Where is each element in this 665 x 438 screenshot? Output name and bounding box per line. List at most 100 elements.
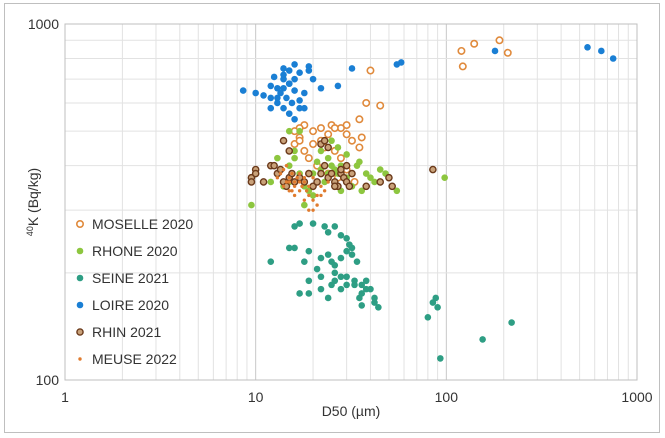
data-point-rhone-2020 xyxy=(274,154,281,162)
data-point-loire-2020 xyxy=(334,82,342,90)
legend-marker-rhin-2021 xyxy=(76,328,84,336)
data-point-seine-2021 xyxy=(324,251,332,258)
y-axis-label-text: K (Bq/kg) xyxy=(25,168,41,226)
data-point-rhone-2020 xyxy=(267,178,275,186)
data-point-meuse-2022 xyxy=(311,208,315,212)
data-point-meuse-2022 xyxy=(292,193,297,198)
data-point-moselle-2020 xyxy=(309,140,318,149)
data-point-loire-2020 xyxy=(301,104,308,112)
data-point-loire-2020 xyxy=(598,47,605,55)
plot-border xyxy=(64,23,638,381)
data-point-seine-2021 xyxy=(371,299,378,306)
data-point-loire-2020 xyxy=(291,87,298,94)
legend-marker-loire-2020 xyxy=(76,301,84,309)
data-point-seine-2021 xyxy=(309,220,317,227)
data-point-loire-2020 xyxy=(285,67,293,74)
data-point-rhone-2020 xyxy=(291,154,298,162)
data-point-meuse-2022 xyxy=(307,208,311,212)
legend-label-meuse-2022: MEUSE 2022 xyxy=(92,351,177,367)
data-point-meuse-2022 xyxy=(302,180,307,184)
data-point-rhin-2021 xyxy=(342,161,351,170)
data-point-rhone-2020 xyxy=(358,187,366,195)
legend-label-rhone-2020: RHONE 2020 xyxy=(92,243,178,259)
data-point-moselle-2020 xyxy=(355,143,364,152)
data-point-loire-2020 xyxy=(491,47,499,55)
data-point-seine-2021 xyxy=(331,261,339,269)
data-point-rhone-2020 xyxy=(367,174,374,182)
data-point-loire-2020 xyxy=(305,63,313,70)
data-point-moselle-2020 xyxy=(355,115,364,124)
data-point-loire-2020 xyxy=(274,99,281,107)
data-point-seine-2021 xyxy=(479,336,486,343)
series-seine-2021 xyxy=(267,220,515,362)
data-point-seine-2021 xyxy=(337,285,345,293)
data-point-moselle-2020 xyxy=(342,130,351,139)
data-point-moselle-2020 xyxy=(336,154,345,163)
data-point-meuse-2022 xyxy=(287,189,291,193)
y-axis-label-superscript: 40 xyxy=(25,226,35,236)
data-point-loire-2020 xyxy=(239,87,247,94)
data-point-rhone-2020 xyxy=(305,187,313,195)
data-point-rhin-2021 xyxy=(330,182,339,191)
chart-frame xyxy=(4,3,660,433)
data-point-rhin-2021 xyxy=(327,169,336,178)
x-tick-label: 100 xyxy=(435,389,459,405)
data-point-rhin-2021 xyxy=(324,143,332,152)
data-point-rhone-2020 xyxy=(441,174,448,182)
series-meuse-2022 xyxy=(275,163,330,212)
data-point-loire-2020 xyxy=(267,94,275,102)
legend-marker-meuse-2022 xyxy=(78,357,82,361)
data-point-seine-2021 xyxy=(291,223,298,230)
data-point-rhone-2020 xyxy=(371,178,378,186)
data-point-meuse-2022 xyxy=(302,198,307,202)
data-point-rhone-2020 xyxy=(285,162,293,169)
data-point-meuse-2022 xyxy=(297,171,302,176)
data-point-seine-2021 xyxy=(317,273,325,281)
legend-item-meuse-2022: MEUSE 2022 xyxy=(78,351,177,367)
data-point-rhone-2020 xyxy=(291,147,298,155)
data-point-loire-2020 xyxy=(584,44,591,51)
data-point-loire-2020 xyxy=(252,89,259,97)
data-point-meuse-2022 xyxy=(311,198,315,202)
legend-marker-rhone-2020 xyxy=(76,247,84,255)
data-point-rhone-2020 xyxy=(328,137,335,145)
data-point-moselle-2020 xyxy=(316,124,325,133)
data-point-meuse-2022 xyxy=(297,180,302,184)
data-point-seine-2021 xyxy=(348,251,356,258)
data-point-rhone-2020 xyxy=(301,201,308,209)
data-point-rhin-2021 xyxy=(251,169,260,178)
data-point-rhone-2020 xyxy=(313,158,321,166)
data-point-seine-2021 xyxy=(434,304,441,311)
data-point-loire-2020 xyxy=(301,89,308,97)
data-point-loire-2020 xyxy=(291,75,298,83)
data-point-rhin-2021 xyxy=(376,178,385,186)
data-point-meuse-2022 xyxy=(322,189,327,193)
data-point-rhone-2020 xyxy=(309,192,317,199)
data-point-loire-2020 xyxy=(280,84,287,92)
data-point-loire-2020 xyxy=(348,65,356,72)
data-point-seine-2021 xyxy=(291,244,298,252)
data-point-meuse-2022 xyxy=(281,184,286,189)
data-point-seine-2021 xyxy=(305,247,313,255)
data-point-seine-2021 xyxy=(317,285,325,293)
data-point-moselle-2020 xyxy=(495,36,504,45)
data-points xyxy=(239,36,617,362)
data-point-moselle-2020 xyxy=(457,46,466,55)
data-point-loire-2020 xyxy=(296,104,303,112)
axis-ticks: 1 10 100 1000 100 1000 xyxy=(28,16,653,405)
data-point-moselle-2020 xyxy=(304,154,313,163)
data-point-loire-2020 xyxy=(274,94,281,102)
data-point-meuse-2022 xyxy=(290,171,294,176)
data-point-seine-2021 xyxy=(508,319,515,326)
data-point-rhone-2020 xyxy=(248,201,255,209)
series-loire-2020 xyxy=(239,44,617,123)
data-point-moselle-2020 xyxy=(470,39,479,48)
data-point-loire-2020 xyxy=(285,110,293,117)
data-point-rhin-2021 xyxy=(285,147,294,155)
data-point-seine-2021 xyxy=(331,277,339,285)
data-point-seine-2021 xyxy=(324,228,332,236)
data-point-rhin-2021 xyxy=(337,165,345,174)
data-point-loire-2020 xyxy=(609,55,617,62)
data-point-meuse-2022 xyxy=(319,193,323,198)
x-tick-label: 10 xyxy=(248,389,264,405)
